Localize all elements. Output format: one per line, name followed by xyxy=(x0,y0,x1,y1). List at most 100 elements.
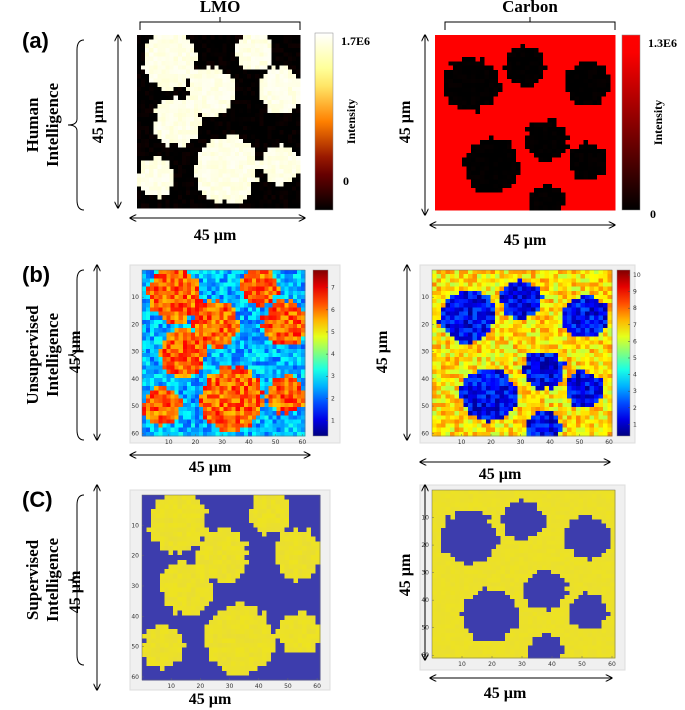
pixel xyxy=(161,73,166,79)
pixel xyxy=(444,126,449,132)
pixel xyxy=(234,190,240,196)
pixel xyxy=(256,357,261,362)
pixel xyxy=(235,423,241,428)
pixel xyxy=(161,56,166,62)
pixel xyxy=(141,104,146,109)
pixel xyxy=(153,108,158,114)
pixel xyxy=(466,161,472,167)
pixel xyxy=(173,147,179,153)
pixel xyxy=(610,179,616,185)
pixel xyxy=(484,140,490,145)
pixel xyxy=(267,195,272,200)
pixel xyxy=(529,70,535,75)
pixel xyxy=(471,113,476,119)
pixel xyxy=(610,126,616,132)
pixel xyxy=(145,125,150,131)
pixel xyxy=(227,290,232,296)
pixel xyxy=(300,419,306,424)
pixel xyxy=(276,307,281,312)
pixel xyxy=(601,205,607,211)
pixel xyxy=(263,73,268,79)
pixel xyxy=(256,406,261,412)
pixel xyxy=(141,134,146,140)
pixel xyxy=(186,282,192,287)
pixel xyxy=(235,299,241,304)
pixel xyxy=(574,48,580,53)
pixel xyxy=(462,74,467,80)
pixel xyxy=(169,121,174,127)
pixel xyxy=(453,48,458,53)
pixel xyxy=(194,195,199,200)
pixel xyxy=(268,348,273,354)
pixel xyxy=(218,95,223,101)
pixel xyxy=(462,96,467,101)
pixel xyxy=(154,427,159,433)
pixel xyxy=(498,113,503,119)
pixel xyxy=(214,47,219,53)
pixel xyxy=(580,270,586,275)
pixel xyxy=(480,113,485,119)
pixel xyxy=(214,52,219,57)
pixel xyxy=(206,195,211,200)
pixel xyxy=(185,73,191,79)
pixel xyxy=(498,192,503,198)
pixel xyxy=(288,427,294,433)
pixel xyxy=(610,74,616,80)
pixel xyxy=(146,419,151,424)
pixel xyxy=(178,415,184,420)
pixel xyxy=(475,131,481,136)
pixel xyxy=(260,411,265,416)
pixel xyxy=(276,386,281,391)
pixel xyxy=(146,270,151,275)
pixel xyxy=(227,348,232,354)
pixel xyxy=(137,91,142,96)
pixel xyxy=(214,164,219,170)
pixel xyxy=(165,203,170,209)
pixel xyxy=(288,323,294,329)
pixel xyxy=(190,348,196,354)
pixel xyxy=(203,402,208,408)
pixel xyxy=(227,423,232,428)
pixel xyxy=(279,173,285,179)
pixel xyxy=(589,270,595,275)
pixel xyxy=(198,130,203,135)
pixel xyxy=(288,353,294,358)
pixel xyxy=(239,431,245,437)
pixel xyxy=(570,83,575,88)
pixel xyxy=(283,95,289,101)
pixel xyxy=(141,147,146,153)
pixel xyxy=(174,294,179,300)
pixel xyxy=(162,340,167,345)
pixel xyxy=(283,91,289,96)
pixel xyxy=(251,117,256,122)
pixel xyxy=(149,138,154,144)
pixel xyxy=(243,348,249,354)
pixel xyxy=(142,315,147,321)
pixel xyxy=(276,361,281,366)
pixel xyxy=(606,205,611,211)
pixel xyxy=(592,43,598,49)
pixel xyxy=(199,307,204,312)
pixel xyxy=(543,96,548,101)
pixel xyxy=(511,39,517,45)
pixel xyxy=(170,373,175,379)
pixel xyxy=(561,78,566,84)
pixel xyxy=(162,431,167,437)
pixel xyxy=(190,423,196,428)
pixel xyxy=(526,274,532,279)
pixel xyxy=(583,148,589,154)
pixel xyxy=(194,190,199,196)
pixel xyxy=(252,315,257,321)
pixel xyxy=(215,365,220,370)
pixel xyxy=(272,328,277,333)
pixel xyxy=(154,357,159,362)
pixel xyxy=(214,78,219,83)
pixel xyxy=(238,190,244,196)
pixel xyxy=(592,70,598,75)
pixel xyxy=(484,196,490,202)
pixel xyxy=(292,336,298,341)
pixel xyxy=(574,78,580,84)
pixel xyxy=(247,328,253,333)
pixel xyxy=(288,382,294,387)
pixel xyxy=(177,134,183,140)
